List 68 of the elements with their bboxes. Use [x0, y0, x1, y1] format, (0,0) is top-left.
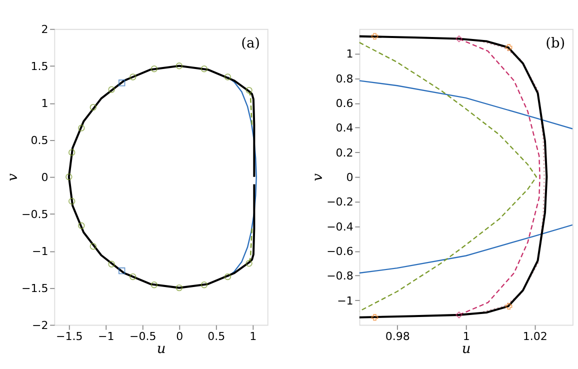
y-tick-label: 0: [346, 170, 354, 184]
point: [176, 62, 183, 70]
point: [371, 32, 378, 40]
point: [150, 65, 158, 72]
y-tick-label: −0.4: [326, 220, 354, 234]
annotation: (a): [241, 35, 260, 52]
y-axis-title: v: [4, 173, 21, 182]
y-tick-label: 1: [346, 48, 354, 61]
line-series: [227, 76, 257, 278]
x-axis-title: u: [156, 340, 166, 357]
y-tick-label: 0.8: [336, 72, 354, 86]
point: [130, 273, 136, 280]
y-tick-label: −0.8: [326, 270, 354, 283]
x-tick-label: 0: [176, 330, 184, 343]
point: [246, 260, 252, 267]
x-tick-label: −0.5: [130, 330, 156, 343]
line-series: [68, 64, 256, 289]
x-tick-label: −1: [98, 330, 114, 343]
x-tick-label: −1.5: [56, 330, 83, 343]
x-tick-label: 0.98: [385, 330, 410, 343]
point: [68, 198, 76, 205]
y-axis-title: v: [310, 173, 326, 182]
x-tick-label: 1: [462, 330, 470, 343]
y-tick-label: 1.5: [30, 60, 48, 74]
x-axis-title: u: [462, 340, 471, 357]
point: [108, 260, 115, 268]
y-tick-label: 0: [41, 170, 48, 184]
y-tick-label: 0.2: [336, 146, 354, 160]
x-tick-label: 0.5: [208, 330, 226, 343]
point: [118, 80, 126, 86]
point: [456, 35, 462, 42]
y-tick-label: 1: [41, 97, 48, 110]
y-tick-label: 0.5: [30, 134, 48, 147]
point: [78, 124, 85, 132]
y-tick-label: −0.2: [326, 196, 354, 209]
point: [224, 74, 232, 80]
point: [118, 267, 126, 274]
point: [108, 86, 115, 93]
point: [224, 273, 232, 280]
point: [371, 314, 378, 321]
y-tick-label: 2: [41, 23, 48, 36]
y-tick-label: −1: [337, 294, 354, 308]
y-tick-label: −1: [32, 244, 48, 258]
y-tick-label: −0.6: [326, 244, 354, 258]
point: [176, 284, 183, 292]
point: [200, 281, 208, 288]
y-tick-label: 0.6: [336, 97, 354, 110]
point: [246, 86, 252, 94]
point: [90, 104, 97, 111]
point: [456, 312, 462, 318]
point: [506, 302, 512, 310]
point: [130, 74, 136, 80]
point: [506, 44, 512, 51]
line-series: [359, 224, 572, 274]
line-series: [359, 80, 572, 130]
y-tick-label: −2: [32, 318, 48, 332]
point: [78, 222, 85, 230]
y-tick-label: −0.5: [21, 208, 48, 221]
y-tick-label: 0.4: [336, 122, 354, 135]
point: [150, 281, 158, 288]
point: [66, 173, 72, 180]
point: [68, 149, 76, 156]
x-tick-label: 1.02: [522, 330, 548, 343]
point: [200, 65, 208, 72]
point: [90, 243, 97, 250]
x-tick-label: 1: [250, 330, 257, 343]
annotation: (b): [546, 35, 566, 52]
y-tick-label: −1.5: [21, 282, 48, 295]
